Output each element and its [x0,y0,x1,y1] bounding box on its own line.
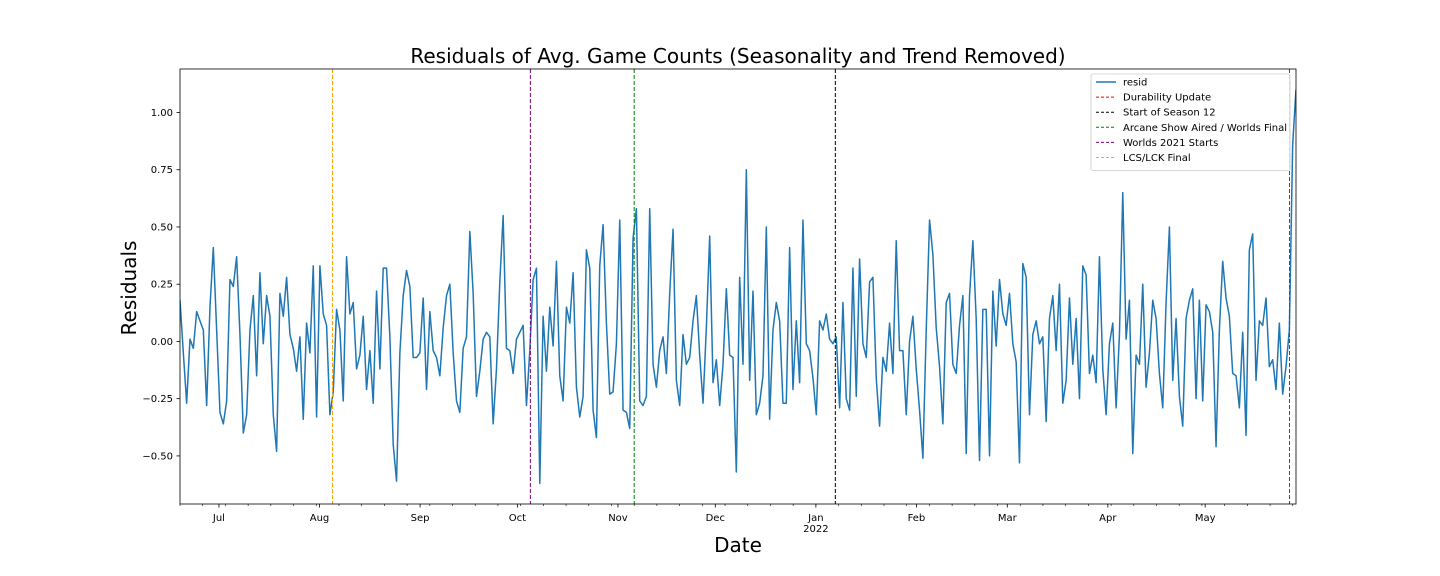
x-tick-label: Mar [998,513,1018,524]
axes: −0.50 −0.25 0.00 0.25 0.50 0.75 1.00 Jul Aug Sep O… [142,68,1297,535]
x-tick-label: Aug [310,513,330,524]
legend-label: Durability Update [1123,93,1211,104]
y-tick-label: 0.00 [151,337,173,348]
x-axis-label: Date [714,533,762,557]
y-tick-label: 1.00 [151,108,173,119]
x-tick-label: May [1195,513,1216,524]
legend-label: LCS/LCK Final [1123,153,1191,164]
legend-label: Worlds 2021 Starts [1123,138,1218,149]
legend-label: Start of Season 12 [1123,108,1216,119]
series-line-resid [180,89,1296,485]
x-tick-year-label: 2022 [803,524,828,535]
x-tick-label: Apr [1099,513,1117,524]
x-tick-label: Oct [509,513,526,524]
x-tick-label: Dec [706,513,725,524]
x-tick-label: Nov [608,513,628,524]
legend-label: resid [1123,78,1147,89]
y-tick-label: 0.25 [151,280,173,291]
y-tick-label: −0.25 [142,394,173,405]
legend-label: Arcane Show Aired / Worlds Final [1123,123,1287,134]
x-tick-label: Jan [807,513,823,524]
x-tick-label: Feb [908,513,926,524]
y-tick-label: −0.50 [142,451,173,462]
chart-title: Residuals of Avg. Game Counts (Seasonali… [410,44,1065,68]
y-tick-label: 0.75 [151,165,173,176]
legend-box [1090,73,1291,171]
x-tick-label: Sep [411,513,430,524]
y-tick-label: 0.50 [151,222,173,233]
y-axis-label: Residuals [117,241,141,336]
x-tick-label: Jul [212,513,225,524]
legend: resid Durability Update Start of Season 12… [1090,73,1291,171]
axes-frame [179,68,1297,505]
